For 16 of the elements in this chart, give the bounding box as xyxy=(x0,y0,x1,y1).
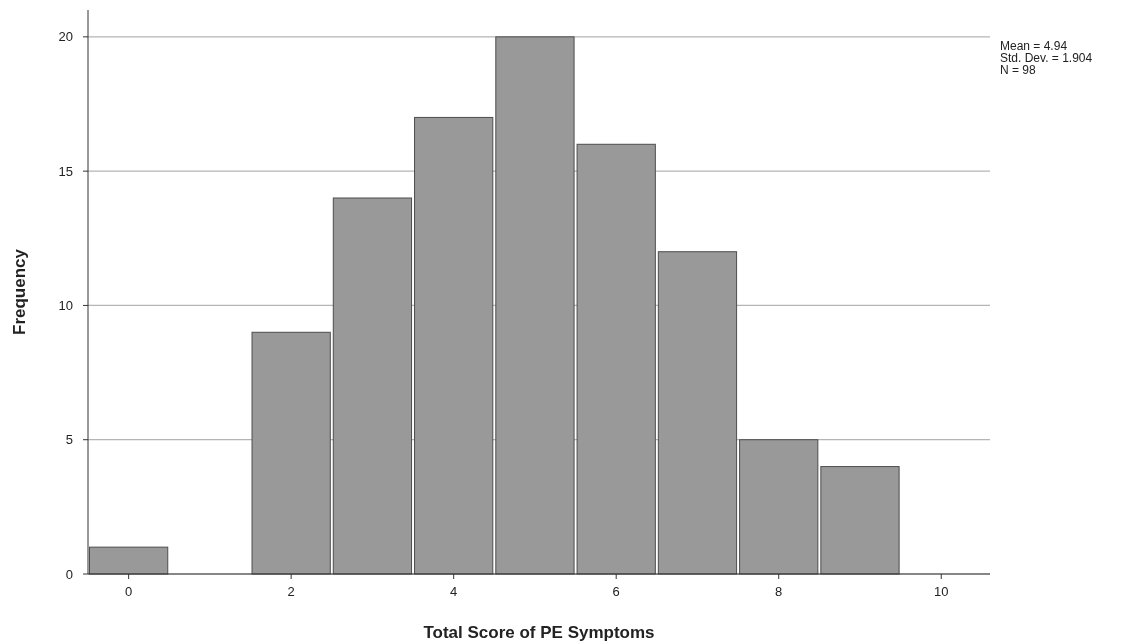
x-tick-label: 10 xyxy=(934,584,949,599)
y-axis-title: Frequency xyxy=(10,248,29,335)
y-tick-label: 10 xyxy=(58,297,73,313)
text: N = 98 xyxy=(1000,63,1037,77)
x-axis-title: Total Score of PE Symptoms xyxy=(423,623,655,642)
y-tick-label: 0 xyxy=(65,566,73,582)
text: Mean = 4.94 xyxy=(1000,39,1068,53)
y-tick-label: 15 xyxy=(58,163,73,179)
x-tick-label: 6 xyxy=(612,584,620,599)
x-tick-label: 4 xyxy=(450,584,458,599)
x-tick-label: 8 xyxy=(775,584,783,599)
y-tick-label: 20 xyxy=(58,29,73,45)
text: Std. Dev. = 1.904 xyxy=(1000,51,1093,65)
x-tick-label: 0 xyxy=(125,584,133,599)
x-tick-label: 2 xyxy=(287,584,295,599)
y-tick-label: 5 xyxy=(65,432,73,448)
